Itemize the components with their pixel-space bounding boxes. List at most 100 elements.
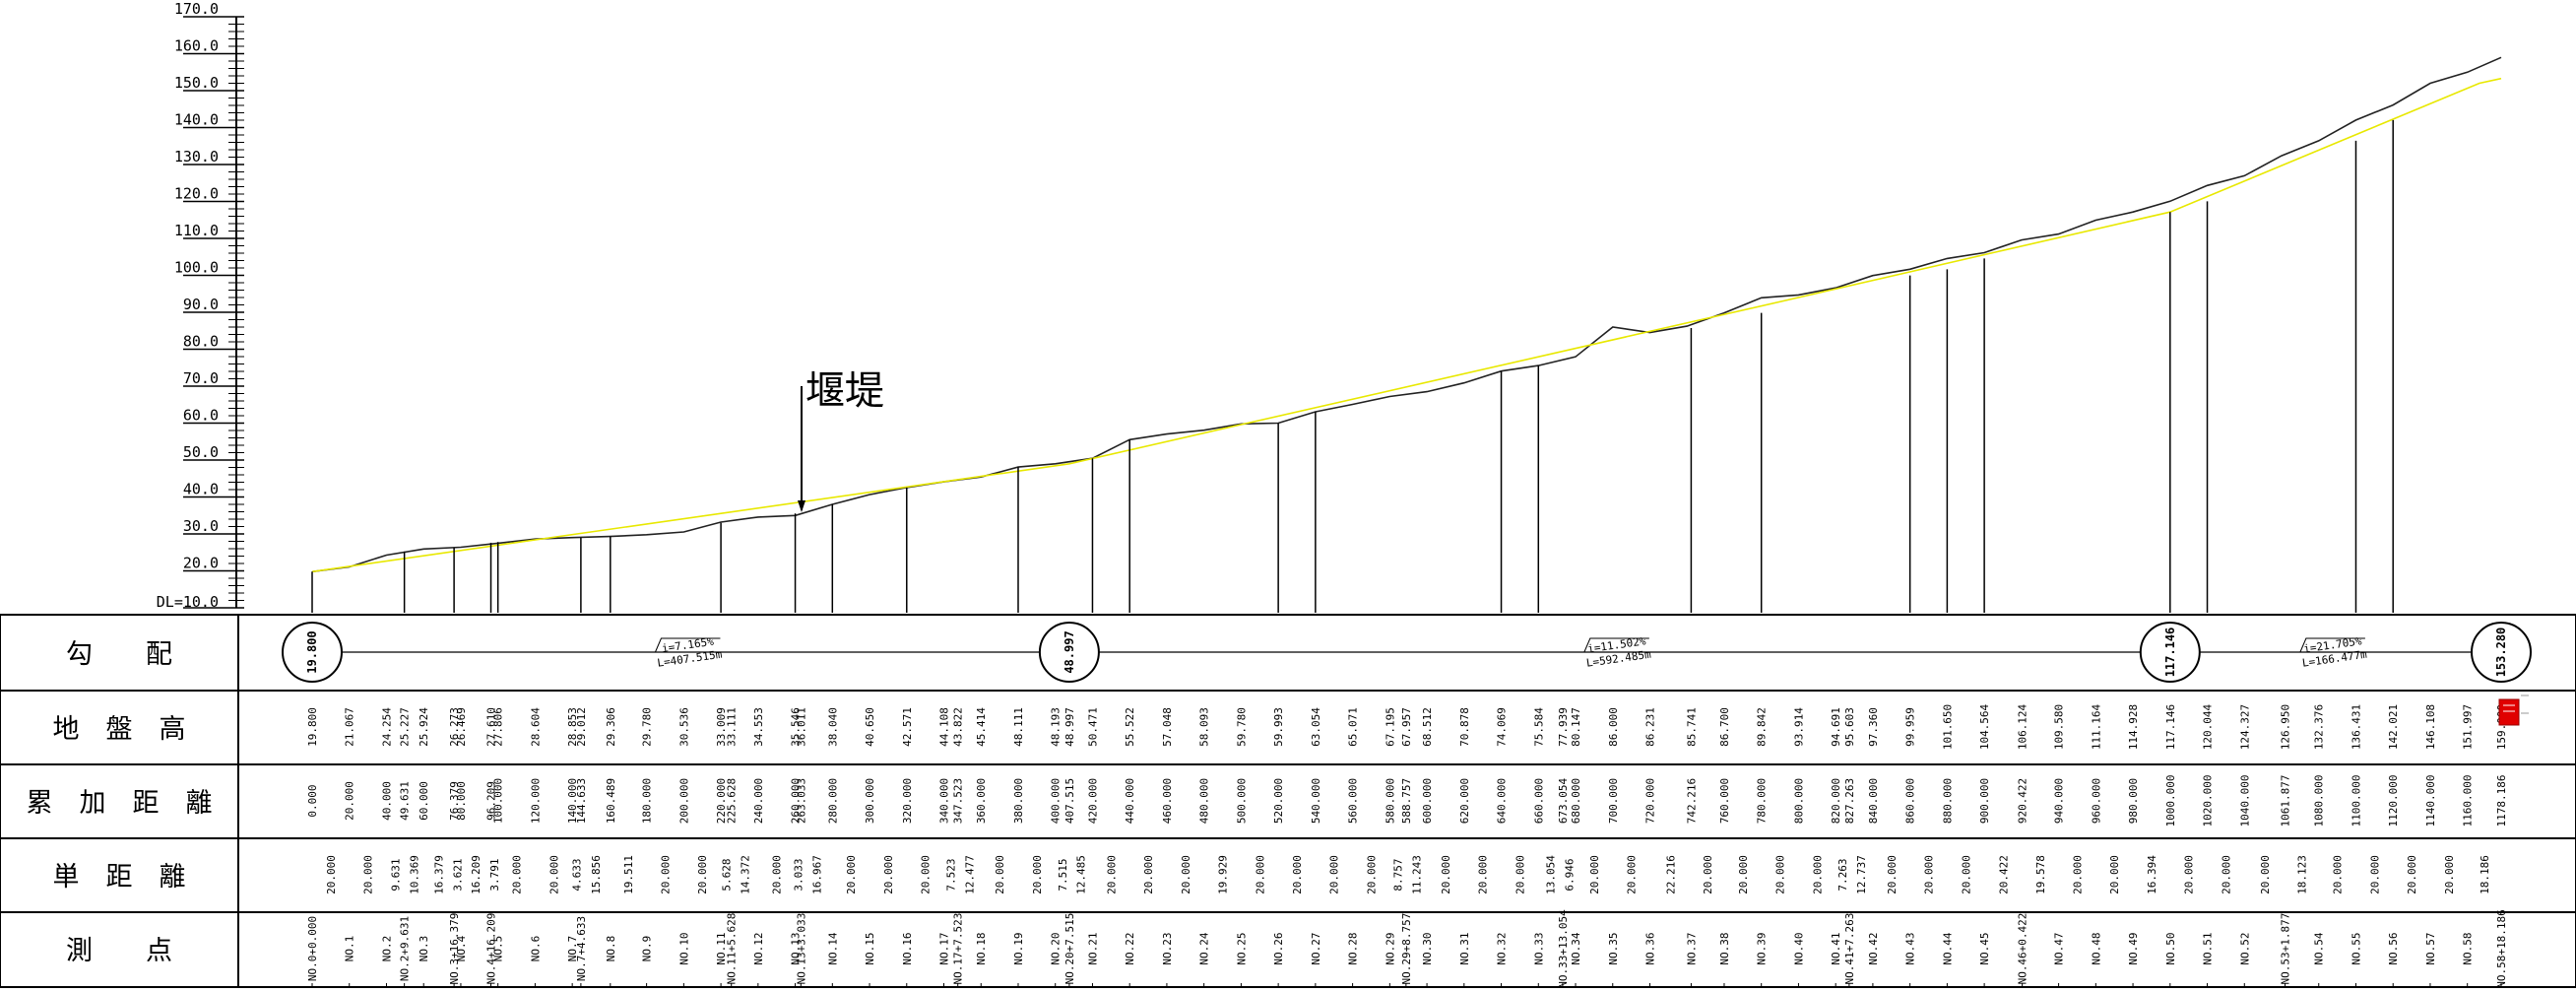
single-distance-cell: 5.628 [720,858,733,891]
ground-height-cell: 86.231 [1643,707,1656,747]
ground-height-cell: 146.108 [2424,704,2437,750]
station-name-cell: NO.20 [1050,932,1063,964]
cumulative-distance-cell: 1120.000 [2387,775,2400,827]
ground-height-cell: 80.147 [1570,707,1582,747]
station-name-cell: NO.48 [2090,932,2102,964]
control-point-elevation: 19.800 [305,630,319,673]
ground-height-cell: 25.227 [399,707,412,747]
elevation-scale: 170.0 160.0 150.0 140.0 130.0 120.0 110.0 100.0… [157,0,244,611]
cumulative-distance-cell: 60.000 [418,781,430,821]
single-distance-cell: 16.967 [810,855,823,894]
station-name-cell: NO.3+16.379 [448,913,461,985]
ground-height-cell: 26.273 [448,707,461,747]
ground-height-cell: 65.071 [1347,707,1360,747]
ground-height-cell: 86.000 [1607,707,1620,747]
cumulative-distance-cell: 320.000 [901,778,914,824]
cumulative-distance-cell: 1061.877 [2280,775,2292,827]
cumulative-distance-cell: 840.000 [1867,778,1880,824]
single-distance-cell: 20.000 [1737,855,1750,894]
station-name-cell: NO.29 [1384,932,1396,964]
station-name-cell: NO.27 [1310,932,1322,964]
single-distance-cell: 20.000 [2406,855,2418,894]
station-name-cell: NO.23 [1161,932,1174,964]
single-distance-cell: 20.000 [2108,855,2121,894]
station-name-cell: NO.29+8.757 [1400,913,1413,985]
ground-height-cell: 132.376 [2313,704,2326,750]
single-distance-cell: 13.054 [1545,855,1558,894]
cumulative-distance-cell: 980.000 [2127,778,2140,824]
station-name-cell: NO.7 [566,936,579,962]
station-name-cell: NO.28 [1347,932,1360,964]
station-name-cell: NO.8 [605,936,617,962]
single-distance-cell: 20.000 [1588,855,1601,894]
single-distance-cell: 20.000 [1811,855,1824,894]
station-name-cell: NO.55 [2350,932,2362,964]
ground-height-cell: 59.780 [1235,707,1248,747]
ground-height-cell: 70.878 [1458,707,1471,747]
station-name-cell: NO.30 [1421,932,1434,964]
elevation-tick-label: 90.0 [183,296,219,313]
cumulative-distance-cell: 96.209 [485,781,498,821]
station-name-cell: NO.49 [2127,932,2140,964]
ground-height-cell: 34.553 [752,707,765,747]
datum-label: DL=10.0 [157,593,219,611]
cumulative-distance-cell: 360.000 [975,778,988,824]
single-distance-cell: 20.000 [1291,855,1304,894]
ground-height-cell: 101.650 [1941,704,1954,750]
station-name-cell: NO.14 [826,932,839,964]
single-distance-cell: 20.000 [2220,855,2232,894]
station-name-cell: NO.20+7.515 [1063,913,1076,985]
ground-height-cell: 29.306 [605,707,617,747]
red-marker-icon [2498,694,2529,726]
cumulative-distance-cell: 540.000 [1310,778,1322,824]
station-name-cell: NO.58+18.186 [2495,909,2508,987]
cumulative-distance-cell: 660.000 [1532,778,1545,824]
station-name-cell: NO.10 [677,932,690,964]
elevation-tick-label: 120.0 [174,185,219,203]
ground-height-cell: 106.124 [2017,703,2029,750]
station-name-cell: NO.41 [1830,932,1842,964]
station-name-cell: NO.53+1.877 [2280,913,2292,985]
single-distance-cell: 12.485 [1075,855,1088,894]
cumulative-distance-cell: 620.000 [1458,778,1471,824]
single-distance-cell: 14.372 [739,855,751,894]
control-point-circle [1038,622,1100,683]
cumulative-distance-cell: 260.000 [790,778,803,824]
ground-height-cell: 75.584 [1532,707,1545,747]
ground-height-cell: 114.928 [2127,704,2140,750]
station-name-cell: NO.56 [2387,932,2400,964]
station-name-cell: NO.22 [1124,932,1136,964]
cumulative-distance-cell: 140.000 [566,778,579,824]
ground-height-cell: 126.950 [2280,704,2292,750]
cumulative-distance-cell: 76.379 [448,781,461,821]
control-point-circle [2471,622,2532,683]
ground-height-cell: 40.650 [864,707,876,747]
cumulative-distance-cell: 20.000 [344,781,356,821]
elevation-tick-label: 110.0 [174,222,219,239]
elevation-tick-label: 20.0 [183,555,219,572]
ground-height-cell: 33.111 [726,707,739,747]
station-name-cell: NO.38 [1718,932,1731,964]
single-distance-cell: 20.000 [1886,855,1899,894]
cumulative-distance-cell: 960.000 [2090,778,2102,824]
cumulative-distance-cell: 827.263 [1843,778,1856,824]
station-name-cell: NO.39 [1756,932,1769,964]
ground-height-cell: 36.011 [795,707,807,747]
cumulative-distance-cell: 780.000 [1756,778,1769,824]
ground-height-cell: 94.691 [1830,707,1842,747]
station-name-cell: NO.4 [455,935,468,961]
cumulative-distance-cell: 820.000 [1830,778,1842,824]
station-name-cell: NO.25 [1235,932,1248,964]
station-name-cell: NO.44 [1941,932,1954,964]
ground-height-cell: 45.414 [975,707,988,747]
station-name-cell: NO.17 [938,932,951,964]
cumulative-distance-cell: 225.628 [726,778,739,824]
ground-height-cell: 124.327 [2238,704,2251,750]
ground-height-cell: 120.044 [2202,703,2215,750]
weir-label: 堰堤 [805,368,884,414]
station-name-cell: NO.33+13.054 [1557,909,1570,988]
cumulative-distance-cell: 742.216 [1685,778,1698,824]
ground-height-cell: 50.471 [1086,707,1099,747]
slope-row: 19.800 48.997 117.146 153.280i=7.165%L=407.… [282,622,2532,683]
